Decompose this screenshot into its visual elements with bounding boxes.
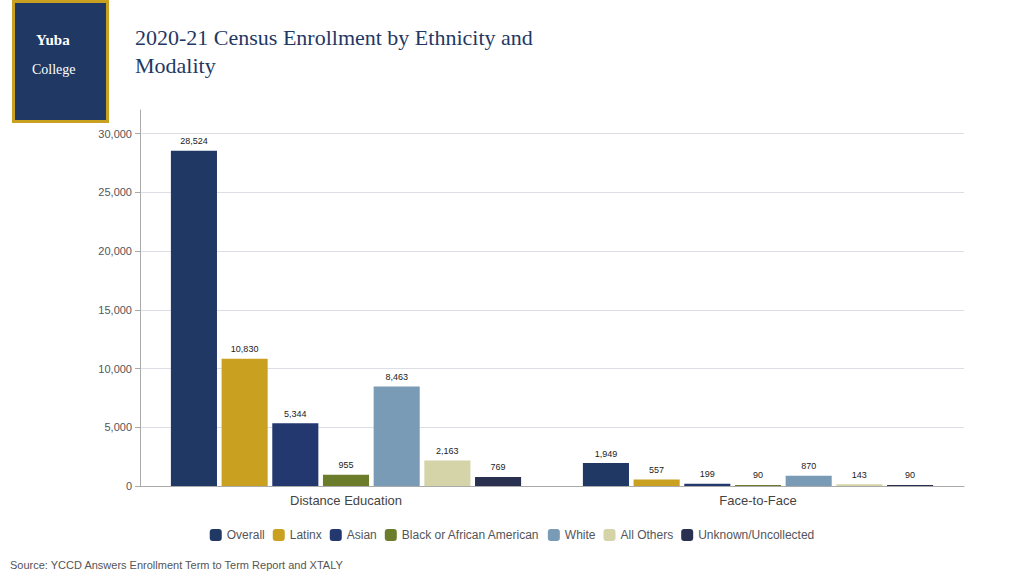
svg-text:199: 199 xyxy=(700,469,715,479)
svg-text:90: 90 xyxy=(753,470,763,480)
svg-text:30,000: 30,000 xyxy=(98,128,132,140)
svg-text:Face-to-Face: Face-to-Face xyxy=(719,493,796,508)
svg-text:Modality: Modality xyxy=(135,53,216,78)
svg-text:8,463: 8,463 xyxy=(385,372,408,382)
svg-text:955: 955 xyxy=(338,460,353,470)
svg-text:2,163: 2,163 xyxy=(436,446,459,456)
svg-text:Asian: Asian xyxy=(347,528,377,542)
svg-text:2020-21 Census Enrollment by E: 2020-21 Census Enrollment by Ethnicity a… xyxy=(135,25,533,50)
svg-text:25,000: 25,000 xyxy=(98,186,132,198)
svg-text:10,000: 10,000 xyxy=(98,363,132,375)
svg-text:College: College xyxy=(32,62,76,77)
svg-text:90: 90 xyxy=(905,470,915,480)
svg-text:769: 769 xyxy=(491,462,506,472)
svg-text:870: 870 xyxy=(801,461,816,471)
svg-text:Overall: Overall xyxy=(227,528,265,542)
svg-text:10,830: 10,830 xyxy=(231,344,259,354)
svg-text:Black or African American: Black or African American xyxy=(402,528,539,542)
svg-text:Yuba: Yuba xyxy=(36,32,70,48)
svg-text:0: 0 xyxy=(126,480,132,492)
svg-text:White: White xyxy=(565,528,596,542)
svg-text:Distance Education: Distance Education xyxy=(290,493,402,508)
svg-text:Latinx: Latinx xyxy=(290,528,322,542)
svg-text:557: 557 xyxy=(649,465,664,475)
svg-text:15,000: 15,000 xyxy=(98,304,132,316)
svg-text:28,524: 28,524 xyxy=(180,136,208,146)
svg-text:5,000: 5,000 xyxy=(104,421,132,433)
svg-text:1,949: 1,949 xyxy=(595,449,618,459)
svg-text:20,000: 20,000 xyxy=(98,245,132,257)
svg-text:143: 143 xyxy=(852,470,867,480)
svg-text:5,344: 5,344 xyxy=(284,409,307,419)
svg-text:Unknown/Uncollected: Unknown/Uncollected xyxy=(698,528,814,542)
svg-text:Source: YCCD Answers Enrollmen: Source: YCCD Answers Enrollment Term to … xyxy=(10,559,343,571)
svg-text:All Others: All Others xyxy=(621,528,674,542)
